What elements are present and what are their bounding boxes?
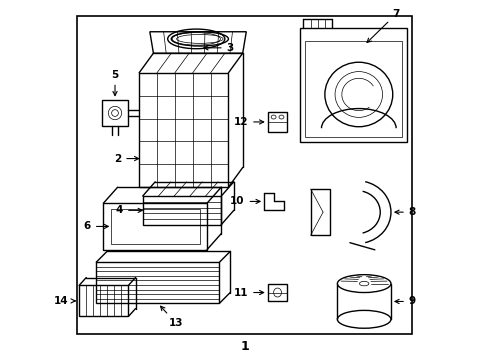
Text: 3: 3 [203,43,233,53]
Bar [77,16,411,334]
Text: 1: 1 [240,339,248,352]
Text: 7: 7 [366,9,399,42]
Text: 12: 12 [233,117,263,127]
Bar [102,100,128,126]
Bar [267,284,287,301]
Text: 11: 11 [233,288,263,297]
Text: 13: 13 [160,306,183,328]
Text: 14: 14 [54,296,75,306]
Bar [110,208,200,244]
Bar [103,203,206,249]
Text: 5: 5 [111,69,119,96]
Bar [310,189,329,235]
Bar [96,262,219,303]
Text: 2: 2 [114,154,139,163]
Text: 10: 10 [230,197,260,206]
Bar [305,41,401,137]
Text: 6: 6 [83,221,108,231]
Bar [79,285,128,316]
Text: 4: 4 [116,205,142,215]
Bar [299,28,406,143]
Text: 8: 8 [394,207,415,217]
Bar [142,196,221,225]
Bar [139,73,228,187]
Text: 9: 9 [394,296,415,306]
